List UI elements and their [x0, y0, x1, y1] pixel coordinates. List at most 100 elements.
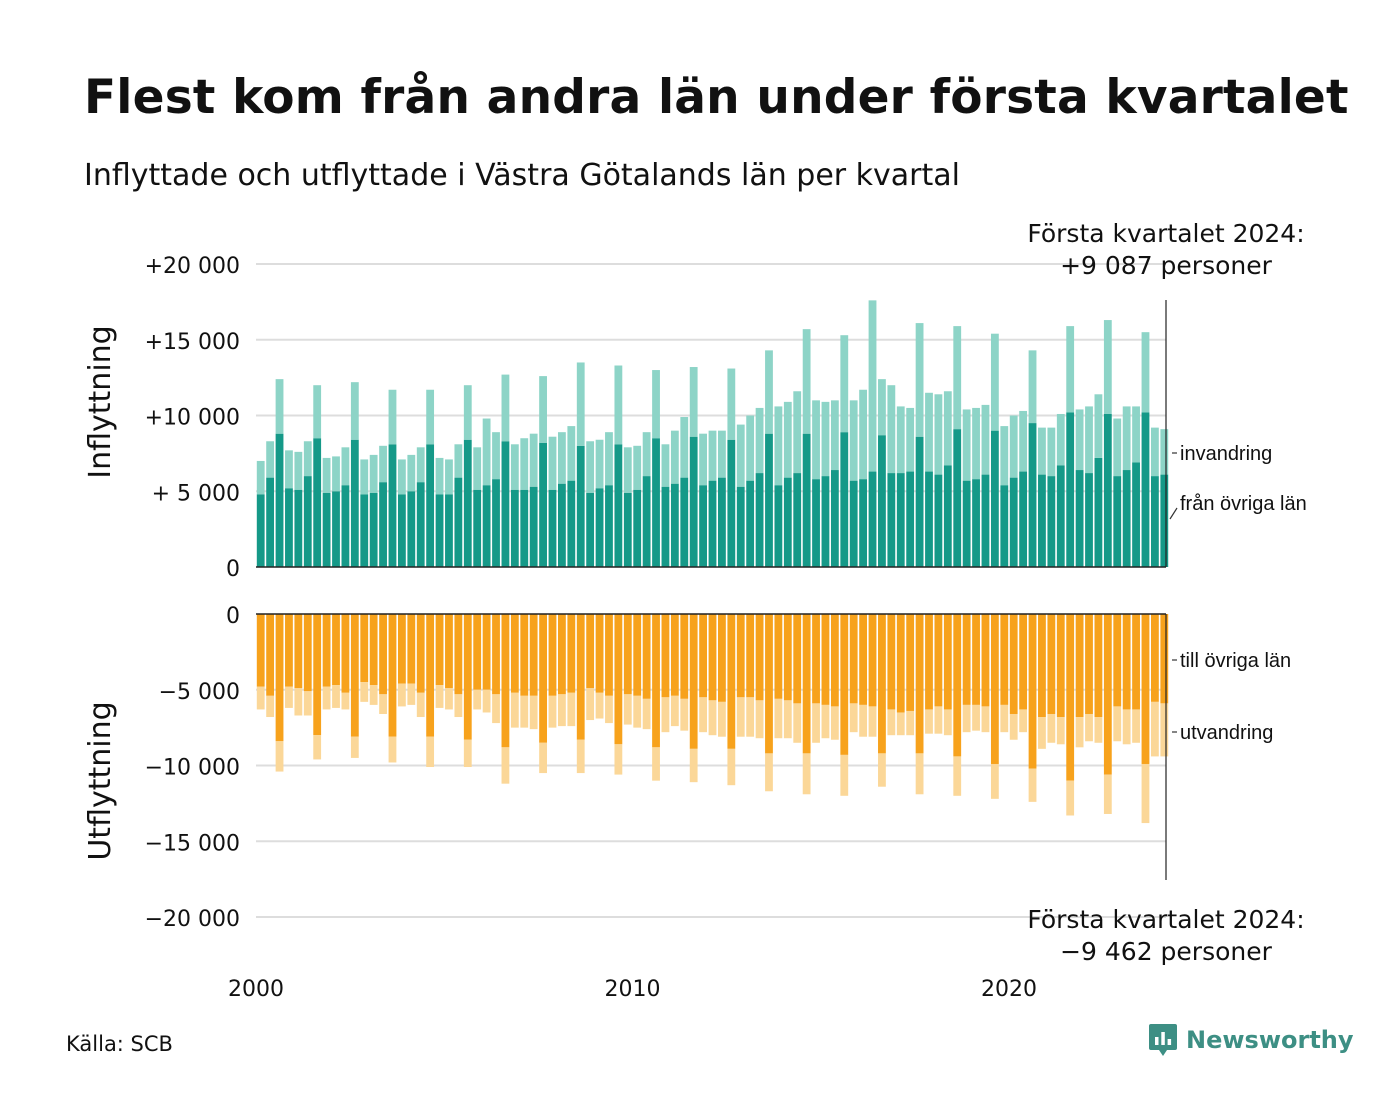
bar-inflow-immigration: [793, 391, 802, 474]
bar-inflow-immigration: [332, 456, 340, 492]
bottom-annotation-line1: Första kvartalet 2024:: [1027, 905, 1304, 934]
bar-outflow-domestic: [1132, 614, 1140, 710]
bar-inflow-domestic: [1038, 474, 1046, 567]
bar-inflow-immigration: [887, 385, 896, 474]
bar-outflow-emigration: [586, 688, 595, 721]
bar-outflow-domestic: [1009, 614, 1018, 714]
bar-inflow-immigration: [595, 439, 604, 489]
bar-outflow-emigration: [1028, 768, 1037, 802]
bar-outflow-domestic: [1056, 614, 1065, 718]
bar-inflow-immigration: [1094, 394, 1103, 458]
bar-outflow-domestic: [529, 614, 538, 696]
bar-inflow-domestic: [1141, 412, 1150, 567]
bar-outflow-emigration: [755, 700, 764, 739]
bar-inflow-immigration: [1122, 406, 1131, 471]
bar-inflow-immigration: [1047, 427, 1056, 477]
bar-inflow-domestic: [812, 479, 820, 567]
bar-inflow-immigration: [369, 454, 378, 493]
bar-outflow-domestic: [426, 614, 435, 737]
bar-outflow-emigration: [1075, 717, 1084, 748]
bar-inflow-domestic: [990, 430, 999, 567]
bar-outflow-emigration: [642, 698, 651, 730]
bar-inflow-immigration: [1103, 320, 1112, 414]
bar-outflow-domestic: [266, 614, 275, 696]
bar-outflow-emigration: [1103, 774, 1112, 814]
bar-inflow-domestic: [925, 471, 933, 567]
bar-outflow-emigration: [802, 753, 811, 795]
bar-inflow-immigration: [661, 444, 670, 487]
bar-inflow-domestic: [416, 482, 425, 567]
bar-inflow-immigration: [492, 432, 500, 480]
bar-outflow-emigration: [510, 692, 519, 728]
bar-inflow-domestic: [1160, 474, 1169, 567]
bar-outflow-emigration: [633, 695, 642, 728]
bar-inflow-domestic: [821, 476, 830, 567]
bar-inflow-immigration: [802, 329, 811, 434]
bar-inflow-domestic: [595, 488, 604, 567]
bar-inflow-immigration: [708, 430, 717, 481]
axes: 0 + 5 000 +10 000 +15 000 +20 000 0 −5 000 −10 …: [145, 254, 1167, 1002]
bar-inflow-immigration: [294, 451, 303, 490]
bar-outflow-emigration: [397, 683, 406, 707]
bar-inflow-domestic: [388, 444, 397, 567]
bar-outflow-emigration: [548, 695, 557, 728]
bar-inflow-domestic: [633, 489, 642, 567]
bar-inflow-domestic: [1000, 485, 1009, 567]
bar-inflow-domestic: [332, 491, 340, 567]
bar-outflow-emigration: [727, 748, 736, 786]
bar-inflow-domestic: [275, 433, 284, 567]
bar-inflow-domestic: [407, 491, 416, 567]
x-tick-label: 2020: [981, 977, 1037, 1002]
bar-inflow-domestic: [473, 489, 482, 567]
bar-outflow-domestic: [1103, 614, 1112, 775]
bar-inflow-domestic: [426, 444, 435, 567]
bar-outflow-emigration: [887, 709, 896, 736]
bar-inflow-domestic: [397, 494, 406, 567]
bar-outflow-domestic: [934, 614, 943, 707]
bar-inflow-domestic: [783, 477, 792, 567]
bar-inflow-domestic: [1132, 462, 1140, 567]
bar-outflow-domestic: [802, 614, 811, 754]
bar-outflow-domestic: [416, 614, 425, 693]
bar-inflow-immigration: [774, 406, 783, 486]
bar-outflow-emigration: [821, 704, 830, 739]
bar-inflow-immigration: [821, 401, 830, 477]
bar-outflow-emigration: [736, 697, 745, 737]
newsworthy-logo-icon: [1149, 1024, 1177, 1056]
bar-inflow-domestic: [906, 471, 915, 567]
bar-outflow-emigration: [539, 742, 547, 774]
bar-outflow-domestic: [868, 614, 877, 707]
bar-outflow-domestic: [558, 614, 566, 695]
bar-inflow-immigration: [878, 379, 886, 436]
bar-inflow-domestic: [322, 492, 331, 567]
bar-outflow-domestic: [285, 614, 293, 687]
bar-inflow-domestic: [689, 436, 698, 567]
bar-outflow-emigration: [341, 692, 350, 710]
bar-outflow-domestic: [849, 614, 858, 704]
bar-inflow-immigration: [397, 459, 406, 495]
bar-outflow-domestic: [463, 614, 472, 740]
bar-inflow-immigration: [718, 430, 726, 478]
bar-inflow-domestic: [1056, 465, 1065, 567]
bar-inflow-immigration: [849, 400, 858, 481]
bar-outflow-domestic: [990, 614, 999, 764]
bar-outflow-emigration: [520, 695, 529, 728]
bar-inflow-domestic: [934, 474, 943, 567]
bar-inflow-domestic: [492, 479, 500, 567]
bar-inflow-domestic: [313, 438, 322, 567]
bar-inflow-domestic: [708, 480, 717, 567]
bar-outflow-domestic: [774, 614, 783, 699]
bar-outflow-emigration: [652, 747, 660, 781]
bar-outflow-emigration: [435, 685, 444, 708]
label-leader-fran-ovriga-lan: [1169, 507, 1178, 520]
bar-outflow-emigration: [830, 706, 839, 740]
bar-outflow-domestic: [492, 614, 500, 695]
bar-outflow-domestic: [830, 614, 839, 707]
bar-outflow-domestic: [360, 614, 369, 683]
bar-outflow-domestic: [812, 614, 820, 704]
bar-inflow-domestic: [1066, 412, 1075, 567]
bar-inflow-domestic: [520, 489, 529, 567]
bar-outflow-emigration: [812, 703, 820, 743]
bar-outflow-domestic: [510, 614, 519, 693]
